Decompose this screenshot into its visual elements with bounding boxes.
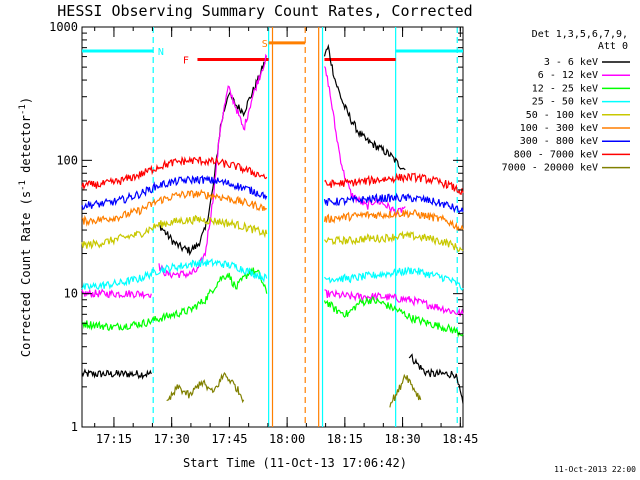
y-axis-label: Corrected Count Rate (s-1 detector-1) — [18, 97, 33, 357]
x-tick-label: 17:30 — [154, 432, 190, 446]
interval-marker-label: N — [158, 47, 164, 58]
y-axis-label-superscript: -1 — [18, 180, 28, 191]
legend: Det 1,3,5,6,7,9, Att 0 3 - 6 keV 6 - 12 k… — [502, 29, 630, 174]
series-line — [323, 208, 464, 231]
series-line — [81, 368, 152, 380]
axis-layer: 1 10 100 1000 17:15 17:30 17:45 18:00 18:15 18:30… — [49, 20, 478, 446]
generation-timestamp: 11-Oct-2013 22:00 — [554, 465, 636, 474]
x-tick-label: 18:45 — [442, 432, 478, 446]
series-line — [389, 373, 422, 408]
legend-entry-label: 7000 - 20000 keV — [502, 163, 598, 174]
legend-entry-label: 100 - 300 keV — [520, 123, 598, 134]
legend-entry-label: 800 - 7000 keV — [514, 149, 598, 160]
y-tick-label: 1000 — [49, 20, 78, 34]
series-line — [323, 295, 464, 338]
x-tick-label: 17:15 — [96, 432, 132, 446]
legend-entry-label: 25 - 50 keV — [532, 97, 598, 108]
y-tick-label: 100 — [56, 153, 78, 167]
series-line — [81, 267, 268, 332]
series-line — [323, 192, 464, 214]
series-line — [324, 288, 464, 317]
series-line — [81, 214, 268, 250]
series-line — [158, 55, 267, 257]
series-line — [408, 353, 464, 404]
series-line — [324, 230, 464, 253]
legend-entry-label: 6 - 12 keV — [538, 70, 598, 81]
x-axis-label: Start Time (11-Oct-13 17:06:42) — [183, 456, 407, 470]
series-layer — [81, 43, 464, 408]
series-line — [323, 66, 406, 218]
series-line — [323, 43, 406, 171]
series-line — [324, 266, 464, 291]
y-tick-label: 10 — [64, 287, 78, 301]
series-line — [324, 172, 464, 195]
legend-entries: 3 - 6 keV 6 - 12 keV 12 - 25 keV 25 - 50 ke… — [502, 57, 630, 174]
x-tick-label: 18:00 — [269, 432, 305, 446]
chart-title: HESSI Observing Summary Count Rates, Cor… — [57, 2, 472, 20]
legend-header-attenuator: Att 0 — [598, 41, 628, 52]
legend-entry-label: 50 - 100 keV — [526, 110, 598, 121]
interval-marker-label: S — [262, 39, 268, 50]
series-line — [81, 175, 268, 210]
y-axis-label-superscript: -1 — [18, 104, 28, 115]
y-axis-label-part: detector — [19, 115, 33, 180]
x-tick-label: 18:15 — [327, 432, 363, 446]
series-line — [158, 53, 268, 279]
series-line — [81, 256, 268, 290]
legend-entry-label: 3 - 6 keV — [544, 57, 598, 68]
legend-entry-label: 300 - 800 keV — [520, 136, 598, 147]
y-axis-label-part: Corrected Count Rate (s — [19, 191, 33, 357]
legend-header-detectors: Det 1,3,5,6,7,9, — [532, 29, 628, 40]
legend-entry-label: 12 - 25 keV — [532, 83, 598, 94]
series-line — [81, 188, 268, 227]
x-tick-label: 18:30 — [385, 432, 421, 446]
interval-marker-label: F — [183, 56, 189, 67]
series-line — [81, 155, 268, 191]
series-line — [166, 372, 245, 404]
x-tick-label: 17:45 — [211, 432, 247, 446]
series-line — [81, 288, 152, 300]
y-tick-label: 1 — [71, 420, 78, 434]
annotation-layer: N F S — [82, 27, 463, 427]
y-axis-label-part: ) — [19, 97, 33, 104]
